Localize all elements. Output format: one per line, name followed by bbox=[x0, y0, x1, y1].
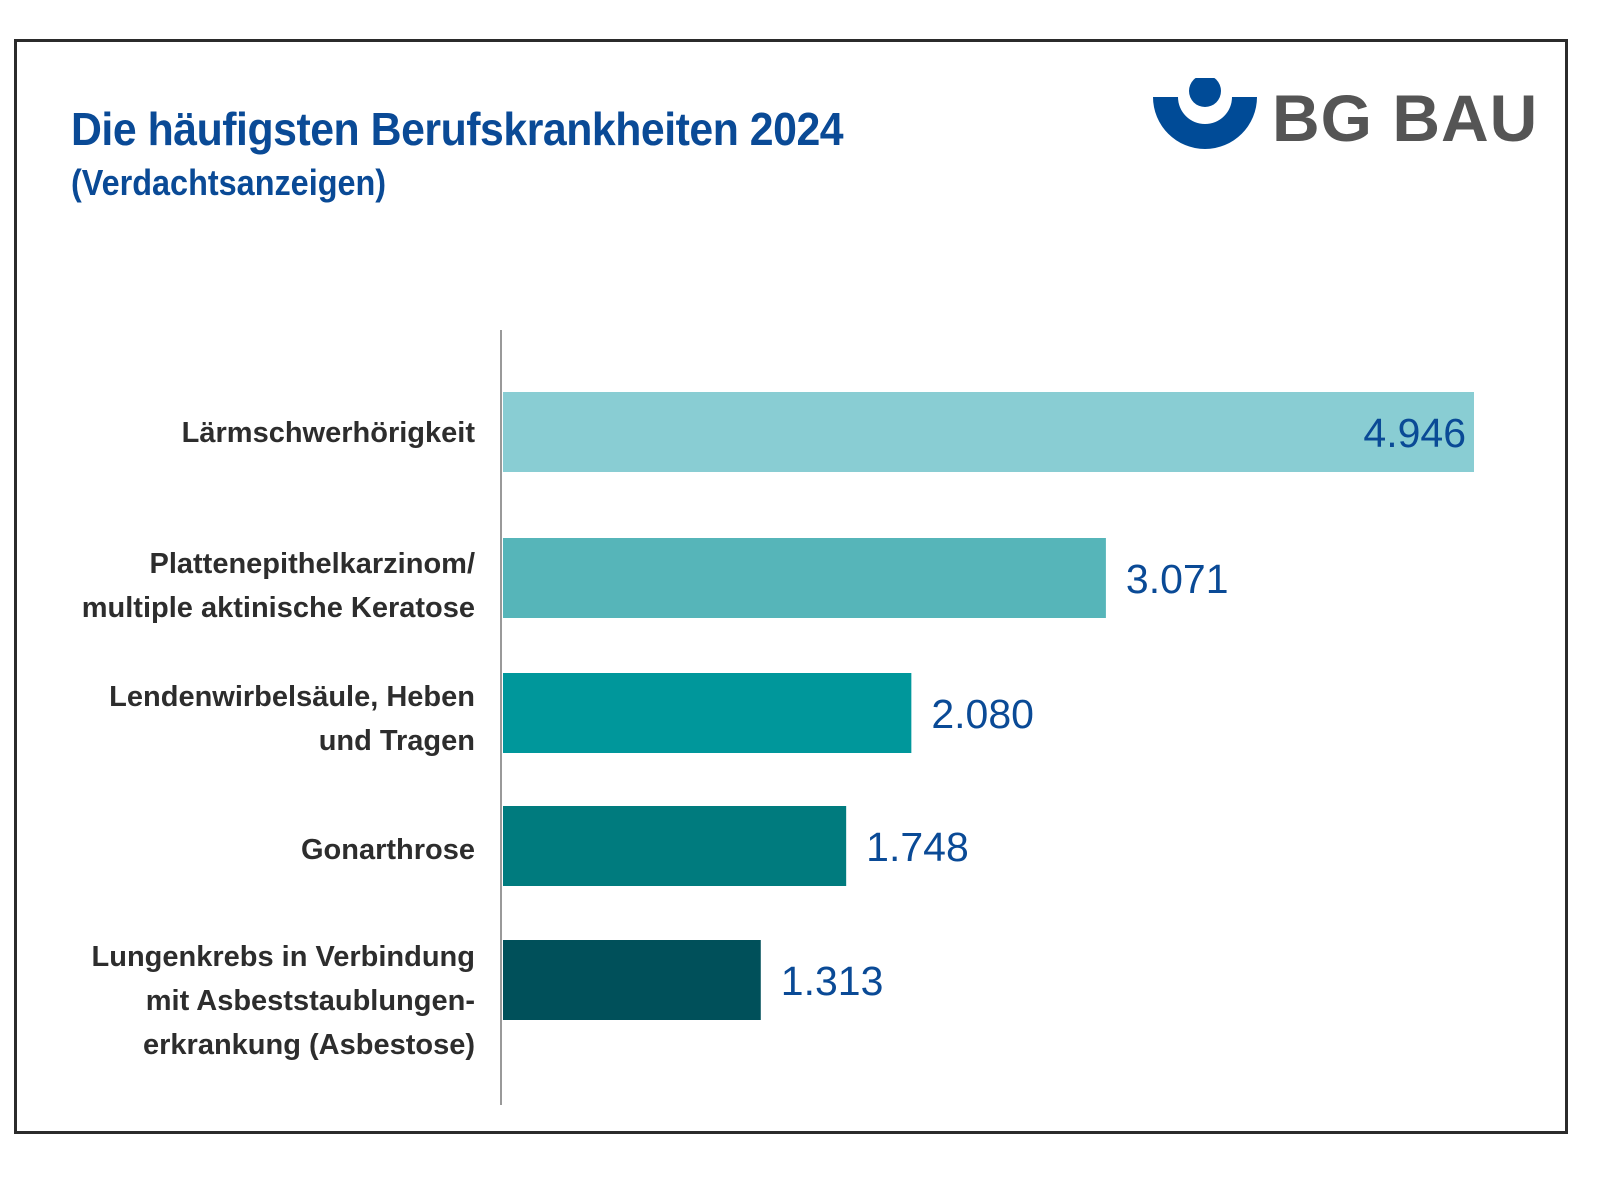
category-label-5-line-1: Lungenkrebs in Verbindung bbox=[92, 941, 475, 973]
logo-text: BG BAU bbox=[1272, 81, 1539, 155]
value-label-4: 1.748 bbox=[866, 824, 969, 870]
category-label-2-line-2: multiple aktinische Keratose bbox=[82, 592, 475, 624]
value-label-1: 4.946 bbox=[1363, 410, 1466, 456]
category-label-1: Lärmschwerhörigkeit bbox=[182, 417, 476, 449]
chart-title: Die häufigsten Berufskrankheiten 2024 bbox=[71, 103, 844, 155]
category-label-5-line-3: erkrankung (Asbestose) bbox=[143, 1029, 475, 1061]
bg-bau-logo: BG BAU bbox=[1150, 78, 1537, 158]
bar-5 bbox=[503, 940, 761, 1020]
bar-3 bbox=[503, 673, 912, 753]
category-label-5-line-2: mit Asbeststaublungen- bbox=[146, 985, 475, 1017]
bar-1 bbox=[503, 392, 1474, 472]
bar-4 bbox=[503, 806, 847, 886]
bg-bau-figure-icon bbox=[1153, 78, 1257, 149]
category-label-4: Gonarthrose bbox=[301, 834, 475, 866]
bar-2 bbox=[503, 538, 1106, 618]
chart-frame bbox=[14, 39, 1568, 1134]
value-label-5: 1.313 bbox=[781, 958, 884, 1004]
category-label-3-line-2: und Tragen bbox=[319, 725, 475, 757]
value-label-3: 2.080 bbox=[931, 691, 1034, 737]
category-label-2-line-1: Plattenepithelkarzinom/ bbox=[149, 548, 475, 580]
chart-subtitle: (Verdachtsanzeigen) bbox=[71, 162, 387, 203]
category-label-3-line-1: Lendenwirbelsäule, Heben bbox=[109, 681, 475, 713]
value-label-2: 3.071 bbox=[1126, 556, 1229, 602]
